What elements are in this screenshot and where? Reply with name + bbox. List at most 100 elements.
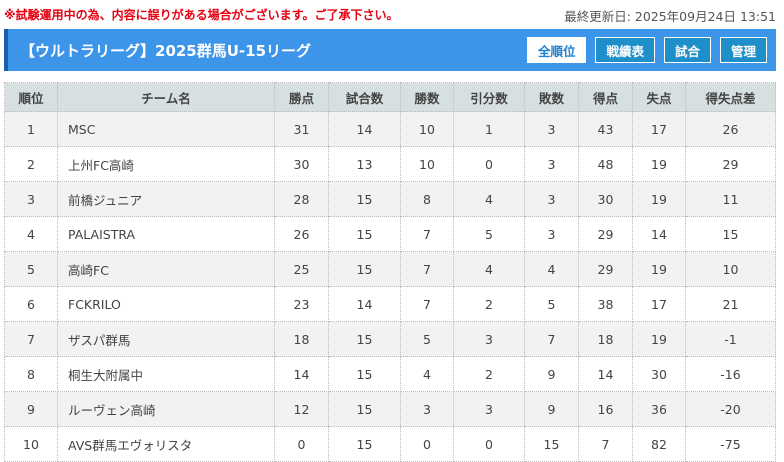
column-header: 得失点差 bbox=[685, 82, 776, 112]
table-cell: 8 bbox=[4, 356, 58, 392]
table-cell: 43 bbox=[578, 111, 633, 147]
table-cell: 0 bbox=[453, 146, 525, 182]
table-cell: 19 bbox=[632, 251, 686, 287]
table-cell: 11 bbox=[685, 181, 776, 217]
table-cell: 3 bbox=[400, 391, 454, 427]
table-cell: 30 bbox=[274, 146, 329, 182]
table-cell: 82 bbox=[632, 426, 686, 462]
team-name-cell: 上州FC高崎 bbox=[57, 146, 275, 182]
admin-button[interactable]: 管理 bbox=[719, 37, 767, 63]
table-row: 3 前橋ジュニア 28 15 8 4 3 30 19 11 bbox=[4, 181, 776, 217]
table-cell: -20 bbox=[685, 391, 776, 427]
table-row: 2 上州FC高崎 30 13 10 0 3 48 19 29 bbox=[4, 146, 776, 182]
matches-button[interactable]: 試合 bbox=[663, 37, 711, 63]
table-cell: 16 bbox=[578, 391, 633, 427]
team-name-cell: ザスパ群馬 bbox=[57, 321, 275, 357]
table-cell: 10 bbox=[4, 426, 58, 462]
table-cell: 15 bbox=[524, 426, 579, 462]
table-cell: 19 bbox=[632, 321, 686, 357]
page-title: 【ウルトラリーグ】2025群馬U-15リーグ bbox=[20, 41, 312, 60]
table-cell: 38 bbox=[578, 286, 633, 322]
table-cell: 0 bbox=[453, 426, 525, 462]
table-cell: 5 bbox=[524, 286, 579, 322]
table-cell: 10 bbox=[400, 111, 454, 147]
column-header: 勝数 bbox=[400, 82, 454, 112]
team-name-cell: AVS群馬エヴォリスタ bbox=[57, 426, 275, 462]
table-cell: 7 bbox=[400, 216, 454, 252]
table-cell: 15 bbox=[328, 251, 401, 287]
column-header: 失点 bbox=[632, 82, 686, 112]
column-header: 試合数 bbox=[328, 82, 401, 112]
table-cell: 15 bbox=[685, 216, 776, 252]
table-cell: 15 bbox=[328, 426, 401, 462]
results-table-button[interactable]: 戦績表 bbox=[595, 37, 655, 63]
table-cell: 4 bbox=[524, 251, 579, 287]
table-cell: 6 bbox=[4, 286, 58, 322]
table-cell: 3 bbox=[453, 391, 525, 427]
table-cell: 2 bbox=[453, 356, 525, 392]
notice-text: ※試験運用中の為、内容に誤りがある場合がございます。ご了承下さい。 bbox=[4, 8, 399, 22]
last-updated: 最終更新日: 2025年09月24日 13:51 bbox=[564, 9, 776, 24]
table-cell: 10 bbox=[685, 251, 776, 287]
table-cell: 10 bbox=[400, 146, 454, 182]
table-row: 1 MSC 31 14 10 1 3 43 17 26 bbox=[4, 111, 776, 147]
team-name-cell: MSC bbox=[57, 111, 275, 147]
table-cell: 7 bbox=[524, 321, 579, 357]
team-name-cell: 桐生大附属中 bbox=[57, 356, 275, 392]
column-header: チーム名 bbox=[57, 82, 275, 112]
standings-table: 順位 チーム名 勝点 試合数 勝数 引分数 敗数 得点 失点 得失点差 1 MSC 31 14 10 1 3 4… bbox=[4, 82, 776, 462]
table-row: 4 PALAISTRA 26 15 7 5 3 29 14 15 bbox=[4, 216, 776, 252]
table-cell: -75 bbox=[685, 426, 776, 462]
table-row: 9 ルーヴェン高崎 12 15 3 3 9 16 36 -20 bbox=[4, 391, 776, 427]
table-cell: 30 bbox=[632, 356, 686, 392]
table-cell: 0 bbox=[274, 426, 329, 462]
table-cell: 7 bbox=[578, 426, 633, 462]
table-cell: 19 bbox=[632, 181, 686, 217]
table-cell: 2 bbox=[4, 146, 58, 182]
table-cell: 17 bbox=[632, 111, 686, 147]
table-cell: 17 bbox=[632, 286, 686, 322]
table-row: 7 ザスパ群馬 18 15 5 3 7 18 19 -1 bbox=[4, 321, 776, 357]
table-cell: 31 bbox=[274, 111, 329, 147]
table-cell: 7 bbox=[400, 286, 454, 322]
table-cell: 26 bbox=[685, 111, 776, 147]
table-cell: 18 bbox=[274, 321, 329, 357]
table-row: 5 高崎FC 25 15 7 4 4 29 19 10 bbox=[4, 251, 776, 287]
table-cell: 3 bbox=[524, 111, 579, 147]
table-cell: 9 bbox=[524, 391, 579, 427]
table-cell: 19 bbox=[632, 146, 686, 182]
table-cell: 12 bbox=[274, 391, 329, 427]
column-header: 得点 bbox=[578, 82, 633, 112]
table-cell: 29 bbox=[578, 251, 633, 287]
table-cell: -1 bbox=[685, 321, 776, 357]
table-cell: 7 bbox=[400, 251, 454, 287]
table-cell: 3 bbox=[4, 181, 58, 217]
table-cell: 13 bbox=[328, 146, 401, 182]
table-cell: 1 bbox=[4, 111, 58, 147]
table-cell: 21 bbox=[685, 286, 776, 322]
table-cell: -16 bbox=[685, 356, 776, 392]
table-cell: 14 bbox=[578, 356, 633, 392]
table-cell: 14 bbox=[328, 286, 401, 322]
table-cell: 29 bbox=[685, 146, 776, 182]
table-cell: 28 bbox=[274, 181, 329, 217]
table-cell: 5 bbox=[453, 216, 525, 252]
table-cell: 4 bbox=[4, 216, 58, 252]
table-cell: 36 bbox=[632, 391, 686, 427]
all-standings-button[interactable]: 全順位 bbox=[526, 37, 587, 63]
table-cell: 25 bbox=[274, 251, 329, 287]
table-row: 10 AVS群馬エヴォリスタ 0 15 0 0 15 7 82 -75 bbox=[4, 426, 776, 462]
table-cell: 9 bbox=[524, 356, 579, 392]
table-cell: 29 bbox=[578, 216, 633, 252]
table-cell: 30 bbox=[578, 181, 633, 217]
table-cell: 1 bbox=[453, 111, 525, 147]
table-cell: 26 bbox=[274, 216, 329, 252]
table-row: 6 FCKRILO 23 14 7 2 5 38 17 21 bbox=[4, 286, 776, 322]
table-cell: 15 bbox=[328, 321, 401, 357]
team-name-cell: 高崎FC bbox=[57, 251, 275, 287]
table-cell: 48 bbox=[578, 146, 633, 182]
table-cell: 23 bbox=[274, 286, 329, 322]
table-row: 8 桐生大附属中 14 15 4 2 9 14 30 -16 bbox=[4, 356, 776, 392]
table-cell: 3 bbox=[453, 321, 525, 357]
table-cell: 18 bbox=[578, 321, 633, 357]
